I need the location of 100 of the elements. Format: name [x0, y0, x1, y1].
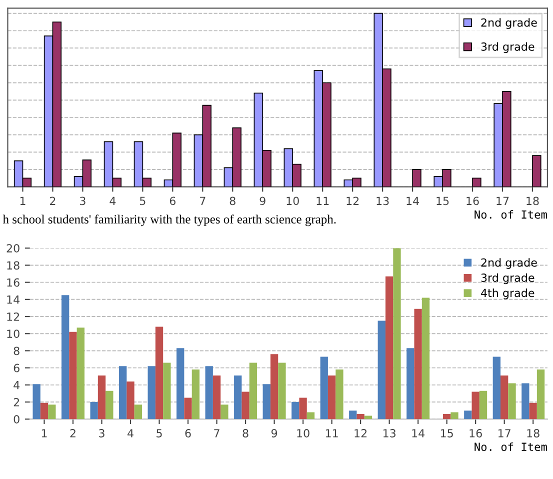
x-tick-label: 18: [526, 196, 539, 206]
bar: [328, 376, 336, 420]
x-tick-label: 12: [346, 196, 359, 205]
bar: [278, 362, 286, 420]
x-tick-label: 6: [170, 196, 176, 206]
bar: [292, 402, 300, 420]
bar: [98, 376, 106, 420]
y-tick-label: 10: [7, 330, 20, 338]
y-tick-label: 12: [7, 312, 20, 321]
bar: [378, 320, 386, 420]
x-tick-label: 17: [496, 196, 509, 205]
bar: [472, 392, 480, 420]
bar: [242, 392, 250, 420]
y-tick-label: 6: [14, 364, 20, 372]
x-tick-label: 1: [42, 429, 47, 438]
bar: [393, 248, 401, 420]
x-tick-label: 10: [297, 429, 310, 438]
bar: [212, 376, 221, 420]
x-tick-label: 2: [50, 196, 56, 205]
x-tick-label: 13: [376, 196, 389, 206]
y-tick-label: 18: [7, 261, 20, 270]
bar: [406, 348, 414, 420]
x-tick-label: 11: [326, 429, 338, 438]
bar: [155, 326, 164, 420]
x-axis-title: No. of Item: [474, 442, 547, 452]
bar: [262, 384, 270, 420]
bar: [249, 362, 258, 420]
x-tick-label: 14: [406, 196, 419, 205]
x-tick-label: 13: [383, 429, 396, 438]
bar: [76, 328, 84, 420]
x-tick-label: 7: [214, 429, 220, 438]
x-tick-label: 6: [185, 429, 191, 438]
bar: [442, 414, 451, 420]
legend-label: 3rd grade: [481, 42, 534, 53]
bar: [32, 384, 40, 420]
bar: [529, 402, 537, 420]
bar: [492, 356, 500, 420]
bar: [522, 383, 530, 420]
x-axis-title: No. of Item: [474, 210, 547, 219]
bar: [220, 404, 228, 420]
x-tick-label: 14: [412, 429, 425, 438]
bar: [356, 414, 364, 420]
legend-label: 3rd grade: [481, 273, 534, 284]
bar: [532, 155, 542, 187]
x-tick-label: 16: [470, 429, 482, 438]
bar: [299, 398, 307, 420]
x-tick-label: 15: [436, 196, 449, 206]
legend-label: 2nd grade: [481, 18, 537, 29]
bar: [176, 348, 184, 420]
x-tick-label: 8: [230, 196, 236, 206]
bar: [126, 382, 134, 420]
bar: [192, 370, 200, 420]
bar: [40, 402, 48, 420]
bar: [48, 404, 56, 420]
x-tick-label: 3: [80, 196, 86, 206]
bar: [450, 412, 458, 420]
y-tick-label: 20: [6, 244, 20, 252]
bar: [134, 404, 142, 420]
y-tick-label: 14: [7, 296, 20, 304]
x-tick-label: 5: [156, 429, 162, 438]
y-tick-label: 16: [7, 278, 20, 287]
x-tick-label: 2: [70, 429, 76, 438]
bar: [422, 298, 430, 420]
bar: [119, 366, 127, 420]
bar: [414, 308, 422, 420]
x-tick-label: 17: [498, 429, 510, 438]
bar: [349, 410, 357, 420]
bar: [464, 410, 472, 420]
bar: [508, 383, 516, 420]
bar: [106, 390, 114, 420]
bar: [234, 376, 242, 420]
bar: [61, 295, 70, 420]
bar: [90, 402, 98, 420]
x-tick-label: 18: [527, 429, 540, 438]
bar: [306, 412, 315, 420]
y-tick-label: 2: [14, 398, 20, 406]
bar: [536, 370, 545, 420]
bar: [205, 366, 213, 420]
bar: [500, 376, 508, 420]
legend-label: 2nd grade: [481, 258, 537, 269]
bar: [320, 356, 328, 420]
x-tick-label: 10: [286, 196, 299, 206]
bar: [412, 169, 422, 187]
x-tick-label: 15: [440, 429, 453, 438]
bar: [69, 332, 77, 420]
text: h school students' familiarity with the types of earth science graph.: [2, 214, 336, 226]
bar: [336, 370, 344, 420]
y-tick-label: 0: [14, 415, 20, 424]
legend-label: 4th grade: [480, 288, 534, 300]
x-tick-label: 7: [200, 196, 206, 205]
x-tick-label: 5: [140, 196, 146, 206]
bar: [364, 416, 372, 420]
bar: [479, 390, 488, 420]
x-tick-label: 3: [99, 429, 104, 438]
y-tick-label: 4: [14, 381, 20, 390]
bar: [472, 178, 482, 187]
bar: [184, 398, 192, 420]
x-tick-label: 8: [242, 429, 248, 438]
bar: [163, 362, 171, 420]
bar: [385, 276, 394, 420]
